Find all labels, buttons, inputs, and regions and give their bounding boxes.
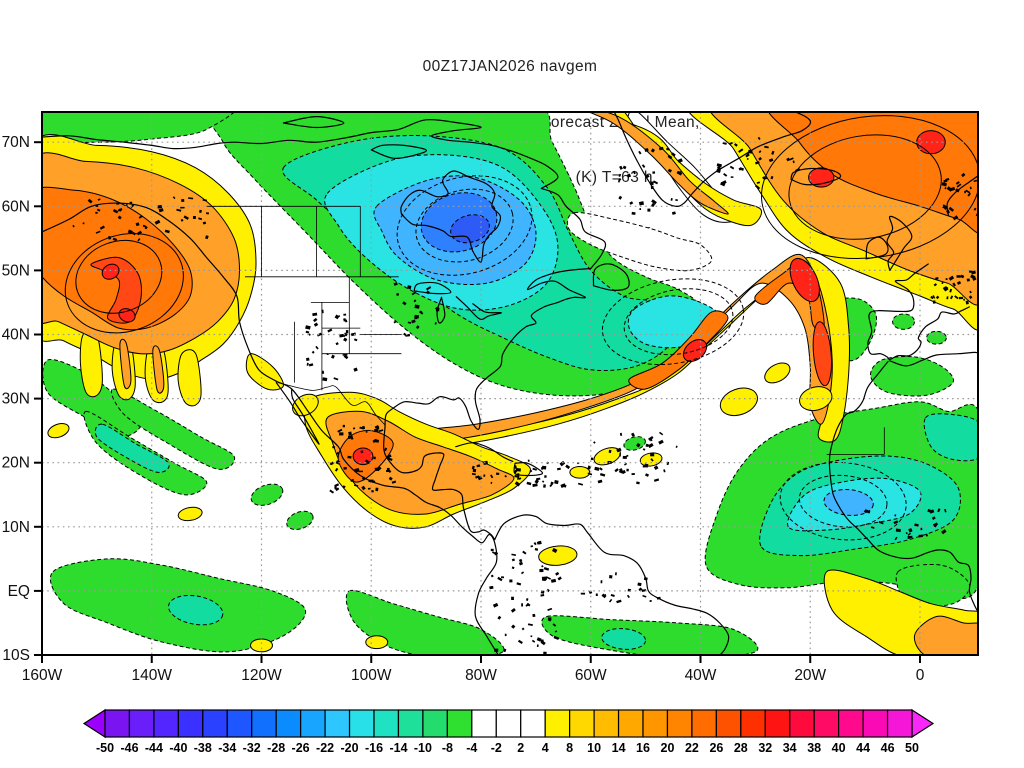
colorbar-tick-label: -22	[316, 741, 334, 755]
colorbar-cell	[275, 709, 302, 738]
colorbar-tick-label: 10	[587, 741, 601, 755]
colorbar-cell	[226, 709, 253, 738]
colorbar-tick-label: 22	[685, 741, 699, 755]
y-tick-label: 50N	[2, 262, 30, 279]
x-tick-label: 100W	[351, 667, 392, 684]
colorbar-tick-label: 50	[905, 741, 919, 755]
colorbar-cell	[544, 709, 571, 738]
colorbar-cell	[569, 709, 595, 738]
colorbar-cell	[691, 709, 717, 738]
colorbar-tick-label: -50	[96, 741, 114, 755]
colorbar-cell	[764, 709, 791, 738]
colorbar-tick-label: -40	[169, 741, 187, 755]
colorbar-cell	[177, 709, 204, 738]
colorbar-tick-label: 16	[636, 741, 650, 755]
colorbar-cell	[422, 709, 448, 738]
colorbar-cell	[446, 709, 473, 738]
colorbar-tick-label: 8	[566, 741, 573, 755]
colorbar-cell	[471, 709, 497, 738]
x-tick-label: 80W	[465, 667, 497, 684]
colorbar-cell	[495, 709, 522, 738]
y-tick-label: 20N	[2, 455, 30, 472]
colorbar-tick-label: 2	[517, 741, 524, 755]
gridlines	[42, 112, 978, 655]
colorbar-tick-label: 44	[856, 741, 870, 755]
colorbar-cell	[104, 709, 131, 738]
colorbar-cell	[324, 709, 351, 738]
colorbar-tick-label: -26	[292, 741, 310, 755]
colorbar-tick-label: 40	[832, 741, 846, 755]
colorbar-tick-label: -14	[389, 741, 407, 755]
colorbar-cell	[202, 709, 228, 738]
colorbar-cell	[251, 709, 277, 738]
coastlines	[42, 112, 978, 655]
colorbar-cell	[348, 709, 375, 738]
colorbar-tick-label: 34	[783, 741, 797, 755]
colorbar-cell	[715, 709, 742, 738]
x-tick-label: 120W	[241, 667, 282, 684]
political-borders	[206, 205, 885, 455]
colorbar-tick-label: -4	[466, 741, 477, 755]
plot-area	[42, 112, 978, 655]
y-tick-label: 70N	[2, 134, 30, 151]
colorbar-tick-label: 26	[709, 741, 723, 755]
colorbar-cell	[666, 709, 693, 738]
x-tick-label: 40W	[685, 667, 717, 684]
y-tick-label: 10N	[2, 519, 30, 536]
y-tick-label: EQ	[8, 583, 30, 600]
x-tick-label: 60W	[575, 667, 607, 684]
colorbar-cell	[862, 709, 889, 738]
colorbar-tick-label: 38	[807, 741, 821, 755]
colorbar-cell	[740, 709, 766, 738]
colorbar-tick-label: -28	[267, 741, 285, 755]
colorbar-right-arrow	[911, 708, 935, 739]
x-tick-label: 140W	[132, 667, 173, 684]
colorbar-tick-label: 46	[881, 741, 895, 755]
y-tick-label: 60N	[2, 198, 30, 215]
colorbar-tick-label: 32	[758, 741, 772, 755]
colorbar-tick-label: 28	[734, 741, 748, 755]
map-frame	[41, 111, 979, 656]
colorbar-tick-label: -20	[340, 741, 358, 755]
colorbar: -50 -46 -44 -40 -38 -34 -32 -28 -26 -22 -20 -16 -14-…	[82, 708, 935, 755]
colorbar-tick-label: -8	[442, 741, 453, 755]
colorbar-tick-label: -44	[145, 741, 163, 755]
shading-layer	[42, 112, 978, 655]
y-tick-label: 30N	[2, 391, 30, 408]
colorbar-tick-label: -32	[243, 741, 261, 755]
colorbar-cell	[397, 709, 424, 738]
colorbar-tick-label: -10	[414, 741, 432, 755]
colorbar-cell	[617, 709, 644, 738]
colorbar-tick-label: -16	[365, 741, 383, 755]
colorbar-tick-label: 4	[542, 741, 549, 755]
colorbar-left-arrow	[82, 708, 106, 739]
y-tick-label: 10S	[2, 647, 30, 664]
colorbar-cell	[886, 709, 913, 738]
contour-rings	[64, 115, 978, 541]
colorbar-tick-label: -46	[120, 741, 138, 755]
colorbar-tick-label: -34	[218, 741, 236, 755]
colorbar-tick-label: 20	[661, 741, 675, 755]
colorbar-cell	[300, 709, 326, 738]
colorbar-tick-label: 14	[612, 741, 626, 755]
colorbar-cell	[642, 709, 669, 738]
x-tick-label: 0	[916, 667, 925, 684]
y-tick-label: 40N	[2, 327, 30, 344]
colorbar-tick-label: -2	[491, 741, 502, 755]
colorbar-cell	[373, 709, 400, 738]
axis-labels: 160W 140W 120W 100W 80W 60W 40W 20W 0 70N 60N 50N 40…	[2, 134, 925, 684]
colorbar-cell	[153, 709, 179, 738]
colorbar-cell	[128, 709, 155, 738]
x-tick-label: 20W	[794, 667, 826, 684]
colorbar-cell	[593, 709, 620, 738]
colorbar-cell	[813, 709, 840, 738]
colorbar-cell	[789, 709, 815, 738]
title-line-1: 00Z17JAN2026 navgem	[422, 58, 598, 75]
x-tick-label: 160W	[22, 667, 63, 684]
colorbar-tick-label: -38	[194, 741, 212, 755]
colorbar-cell	[838, 709, 864, 738]
colorbar-cell	[520, 709, 546, 738]
